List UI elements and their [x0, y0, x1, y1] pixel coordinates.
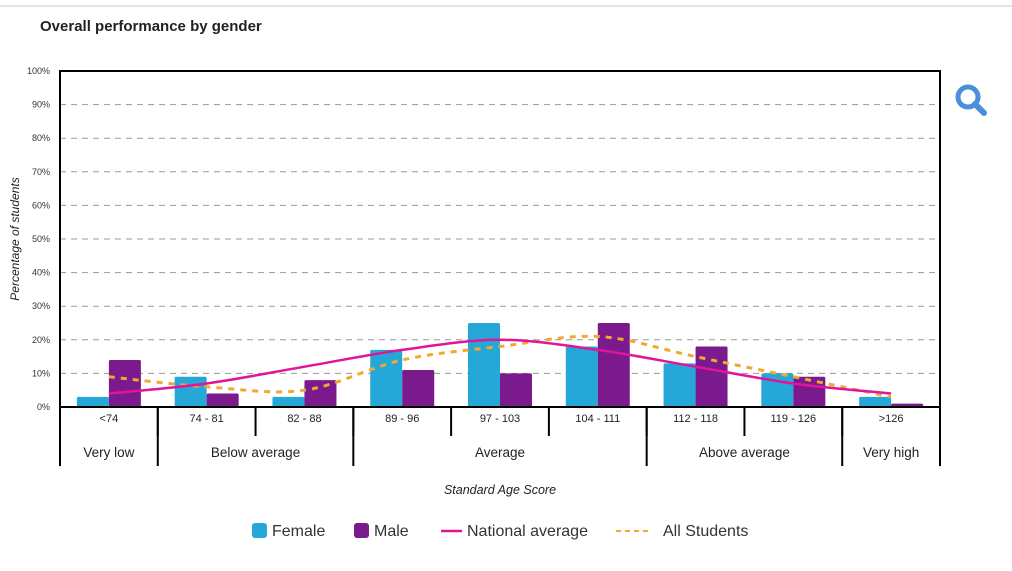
bar-female: [859, 396, 892, 407]
legend-label: National average: [467, 523, 588, 540]
bar-male: [500, 373, 532, 407]
legend-all-students: All Students: [616, 523, 748, 540]
bar-female: [76, 396, 109, 407]
bar-male: [793, 376, 826, 407]
bar-female: [565, 346, 598, 407]
bar-male: [108, 359, 141, 407]
y-axis-label: Percentage of students: [8, 177, 22, 300]
bar-male: [891, 403, 924, 407]
bar-female: [761, 373, 794, 407]
legend: Female Male National average All Students: [252, 523, 748, 540]
axes: [59, 70, 941, 466]
y-tick-label: 50%: [32, 234, 50, 244]
bar-female: [174, 376, 207, 407]
bar-female: [468, 323, 500, 407]
x-group-label: Above average: [699, 445, 790, 460]
y-tick-label: 100%: [27, 66, 50, 76]
lines: [108, 334, 892, 399]
x-tick-label: 112 - 118: [673, 413, 718, 425]
x-axis-label: Standard Age Score: [444, 483, 556, 497]
x-tick-label: <74: [100, 413, 119, 425]
x-tick-label: 104 - 111: [575, 413, 620, 425]
legend-female: Female: [252, 523, 325, 540]
top-divider: [0, 5, 1012, 7]
bar-male: [206, 393, 239, 407]
legend-label: Male: [374, 523, 409, 540]
y-tick-label: 30%: [32, 301, 50, 311]
x-group-label: Very low: [83, 445, 134, 460]
x-group-labels: Very low Below average Average Above averag…: [83, 445, 919, 460]
bar-male: [304, 380, 337, 407]
x-tick-label: 97 - 103: [480, 413, 520, 425]
legend-national-average: National average: [441, 523, 588, 540]
all-students-line: [108, 334, 892, 399]
y-tick-label: 70%: [32, 167, 50, 177]
x-tick-label: 119 - 126: [770, 413, 816, 425]
x-group-label: Average: [475, 445, 525, 460]
bar-female: [272, 396, 305, 407]
legend-label: All Students: [663, 523, 748, 540]
national-average-line: [108, 338, 892, 395]
bar-male: [402, 370, 435, 407]
y-tick-label: 90%: [32, 100, 50, 110]
y-tick-label: 60%: [32, 200, 50, 210]
x-tick-label: 89 - 96: [385, 413, 419, 425]
chart-title: Overall performance by gender: [40, 18, 262, 35]
legend-male: Male: [354, 523, 409, 540]
bar-male: [695, 346, 728, 407]
y-tick-label: 10%: [32, 368, 50, 378]
magnifier-icon: [955, 84, 987, 116]
x-tick-labels: <74 74 - 81 82 - 88 89 - 96 97 - 103 104 - 11…: [100, 413, 904, 425]
bar-female: [663, 363, 696, 407]
y-tick-label: 0%: [37, 402, 50, 412]
x-group-label: Below average: [211, 445, 300, 460]
legend-swatch: [252, 523, 267, 538]
y-tick-label: 20%: [32, 335, 50, 345]
legend-swatch: [354, 523, 369, 538]
x-tick-label: 82 - 88: [287, 413, 321, 425]
plot-frame: [59, 70, 941, 408]
zoom-button[interactable]: [953, 82, 989, 118]
legend-label: Female: [272, 523, 325, 540]
x-tick-label: 74 - 81: [190, 413, 224, 425]
y-tick-label: 40%: [32, 268, 50, 278]
y-tick-label: 80%: [32, 133, 50, 143]
x-group-label: Very high: [863, 445, 919, 460]
bar-female: [370, 349, 403, 407]
bar-male: [597, 323, 630, 407]
gridlines: [60, 104, 940, 374]
y-tick-labels: 0% 10% 20% 30% 40% 50% 60% 70% 80% 90% 100%: [27, 66, 50, 412]
bars: [76, 323, 924, 407]
x-tick-label: >126: [879, 413, 904, 425]
